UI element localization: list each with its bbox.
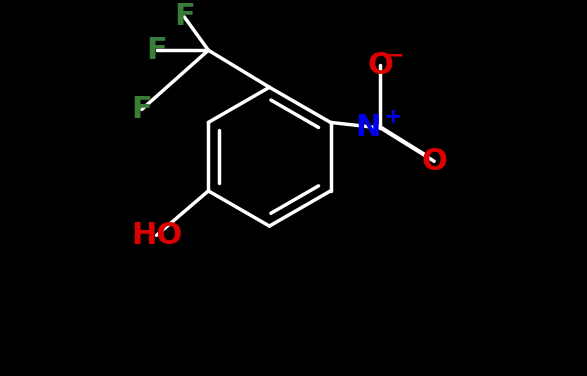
Text: −: − — [385, 46, 404, 66]
Text: O: O — [421, 147, 447, 176]
Text: F: F — [131, 95, 152, 124]
Text: F: F — [146, 36, 167, 65]
Text: +: + — [383, 107, 402, 127]
Text: HO: HO — [131, 221, 182, 250]
Text: O: O — [367, 50, 393, 80]
Text: F: F — [174, 2, 195, 32]
Text: N: N — [355, 114, 380, 143]
